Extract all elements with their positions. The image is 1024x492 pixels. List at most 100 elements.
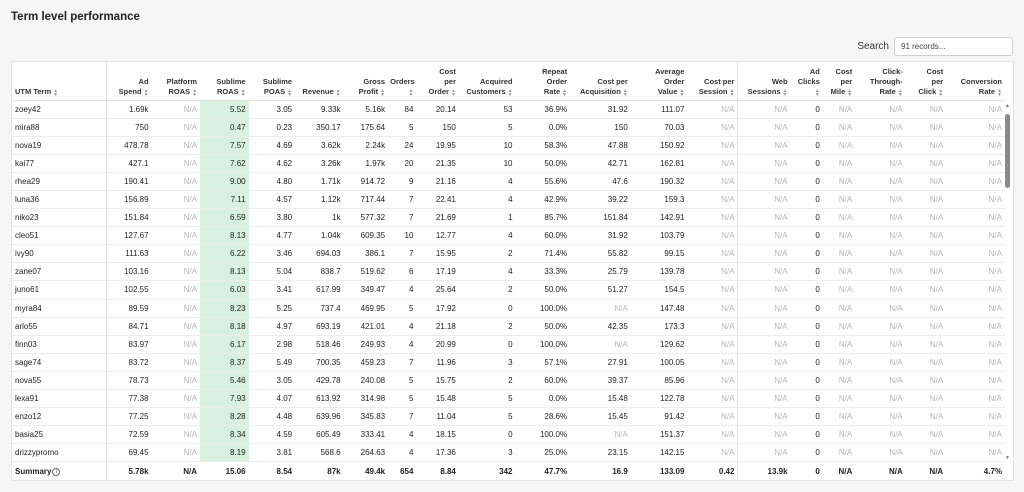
table-cell: 91.42: [630, 407, 688, 427]
search-input[interactable]: [894, 37, 1013, 56]
sort-arrows-icon[interactable]: ▲ ▼: [53, 87, 59, 98]
column-header[interactable]: Cost per Mile ▲ ▼: [822, 62, 856, 101]
column-header[interactable]: Ad Spend ▲ ▼: [105, 62, 152, 101]
table-cell: 609.35: [343, 226, 389, 246]
column-header[interactable]: Sublime POAS ▲ ▼: [248, 62, 296, 101]
table-cell: 349.47: [343, 280, 389, 300]
column-header[interactable]: Revenue ▲ ▼: [295, 62, 344, 101]
column-header[interactable]: Gross Profit ▲ ▼: [343, 62, 389, 101]
table-cell: 0: [458, 299, 516, 318]
table-row[interactable]: mira88 750 N/A 0.47 0.23 350.17 175.64 5 150 5 0.0…: [12, 118, 1005, 137]
table-row[interactable]: niko23 151.84 N/A 6.59 3.80 1k 577.32 7 21.69 1 85…: [12, 208, 1005, 228]
table-cell: N/A: [855, 335, 906, 354]
sort-arrows-icon[interactable]: ▲ ▼: [380, 87, 386, 98]
column-header[interactable]: Average Order Value ▲ ▼: [630, 62, 688, 101]
table-row[interactable]: arlo55 84.71 N/A 8.18 4.97 693.19 421.01 4 21.18…: [12, 317, 1005, 336]
table-cell: 0: [790, 317, 823, 336]
table-cell: N/A: [946, 280, 1005, 300]
sort-arrows-icon[interactable]: ▲ ▼: [679, 87, 685, 98]
table-row[interactable]: zoey42 1.69k N/A 5.52 3.05 9.33k 5.16k 84 20.14 5…: [12, 100, 1005, 119]
column-header[interactable]: Repeat Order Rate ▲ ▼: [515, 62, 571, 101]
column-header[interactable]: Orders▲ ▼: [388, 62, 417, 101]
table-row[interactable]: juno61 102.55 N/A 6.03 3.41 617.99 349.47 4 25.6…: [12, 280, 1005, 300]
table-row[interactable]: sage74 83.72 N/A 8.37 5.49 700.35 459.23 7 11.96…: [12, 353, 1005, 372]
sort-arrows-icon[interactable]: ▲ ▼: [192, 87, 198, 98]
table-cell: N/A: [151, 118, 201, 137]
table-cell: 1.04k: [295, 226, 344, 246]
table-cell: 122.78: [630, 389, 688, 409]
sort-arrows-icon[interactable]: ▲ ▼: [814, 87, 820, 98]
table-cell: N/A: [855, 190, 906, 210]
table-cell: N/A: [687, 335, 738, 354]
table-row[interactable]: lexa91 77.38 N/A 7.93 4.07 613.92 314.98 5 15.48…: [12, 389, 1005, 409]
sort-arrows-icon[interactable]: ▲ ▼: [782, 87, 788, 98]
table-row[interactable]: drizzypromo 69.45 N/A 8.19 3.81 568.6 264.63 4 1…: [12, 443, 1005, 463]
table-cell: N/A: [687, 100, 738, 119]
table-cell: N/A: [946, 172, 1005, 191]
column-header[interactable]: Sublime ROAS ▲ ▼: [200, 62, 249, 101]
table-row[interactable]: ivy90 111.63 N/A 6.22 3.46 694.03 386.1 7 15.95 2…: [12, 244, 1005, 264]
table-row[interactable]: zane07 103.16 N/A 8.13 5.04 838.7 519.62 6 17.19…: [12, 262, 1005, 282]
sort-arrows-icon[interactable]: ▲ ▼: [562, 87, 568, 98]
table-cell: N/A: [855, 407, 906, 427]
sort-arrows-icon[interactable]: ▲ ▼: [143, 87, 149, 98]
scrollbar-thumb[interactable]: [1005, 114, 1010, 188]
table-row[interactable]: nova19 478.78 N/A 7.57 4.69 3.62k 2.24k 24 19.95…: [12, 136, 1005, 155]
table-cell: 0: [790, 407, 823, 427]
table-cell: 31.92: [570, 100, 631, 119]
table-row[interactable]: myra84 89.59 N/A 8.23 5.25 737.4 469.95 5 17.92 0…: [12, 299, 1005, 318]
scroll-up-icon[interactable]: ▲: [1005, 103, 1010, 109]
table-row[interactable]: enzo12 77.25 N/A 8.28 4.48 639.96 345.83 7 11.04…: [12, 407, 1005, 427]
column-header[interactable]: Cost per Click ▲ ▼: [905, 62, 947, 101]
column-header[interactable]: Web Sessions ▲ ▼: [737, 62, 791, 101]
vertical-scrollbar[interactable]: ▲ ▼: [1003, 101, 1013, 461]
column-header[interactable]: Acquired Customers ▲ ▼: [458, 62, 516, 101]
table-cell: N/A: [946, 389, 1005, 409]
sort-arrows-icon[interactable]: ▲ ▼: [847, 87, 853, 98]
table-cell: N/A: [855, 208, 906, 228]
sort-arrows-icon[interactable]: ▲ ▼: [335, 87, 341, 98]
table-cell: 58.3%: [515, 136, 571, 155]
table-row[interactable]: luna36 156.89 N/A 7.11 4.57 1.12k 717.44 7 22.41…: [12, 190, 1005, 210]
column-header-label: Cost per: [704, 76, 735, 86]
sort-arrows-icon[interactable]: ▲ ▼: [240, 87, 246, 98]
table-row[interactable]: nova55 78.73 N/A 5.46 3.05 429.78 240.08 5 15.75…: [12, 371, 1005, 391]
table-row[interactable]: cleo51 127.67 N/A 8.13 4.77 1.04k 609.35 10 12.7…: [12, 226, 1005, 246]
column-header[interactable]: Click- Through- Rate ▲ ▼: [855, 62, 906, 101]
sort-arrows-icon[interactable]: ▲ ▼: [938, 87, 944, 98]
sort-arrows-icon[interactable]: ▲ ▼: [287, 87, 293, 98]
table-cell: 72.59: [105, 425, 152, 445]
column-header[interactable]: Cost per Session ▲ ▼: [687, 62, 738, 101]
table-cell: N/A: [822, 190, 856, 210]
sort-arrows-icon[interactable]: ▲ ▼: [729, 87, 735, 98]
scroll-down-icon[interactable]: ▼: [1005, 455, 1010, 461]
column-header[interactable]: Cost per Acquisition ▲ ▼: [570, 62, 631, 101]
table-cell: N/A: [855, 353, 906, 372]
table-cell: 386.1: [343, 244, 389, 264]
table-row[interactable]: finn03 83.97 N/A 6.17 2.98 518.46 249.93 4 20.99…: [12, 335, 1005, 354]
table-row[interactable]: rhea29 190.41 N/A 9.00 4.80 1.71k 914.72 9 21.16…: [12, 172, 1005, 191]
column-header[interactable]: Cost per Order ▲ ▼: [416, 62, 459, 101]
sort-arrows-icon[interactable]: ▲ ▼: [450, 87, 456, 98]
table-cell: 7: [388, 190, 417, 210]
table-cell: 15.48: [416, 389, 459, 409]
table-cell: 20.14: [416, 100, 459, 119]
table-cell: arlo55: [12, 317, 107, 336]
column-header[interactable]: Platform ROAS ▲ ▼: [151, 62, 201, 101]
table-cell: 151.37: [630, 425, 688, 445]
table-cell: 77.25: [105, 407, 152, 427]
sort-arrows-icon[interactable]: ▲ ▼: [622, 87, 628, 98]
sort-arrows-icon[interactable]: ▲ ▼: [507, 87, 513, 98]
table-cell: N/A: [855, 244, 906, 264]
table-row[interactable]: basia25 72.59 N/A 8.34 4.59 605.49 333.41 4 18.1…: [12, 425, 1005, 445]
column-header[interactable]: UTM Term ▲ ▼: [12, 62, 107, 101]
sort-arrows-icon[interactable]: ▲ ▼: [997, 87, 1002, 98]
table-cell: N/A: [855, 371, 906, 391]
table-cell: 8.23: [200, 299, 249, 318]
info-icon[interactable]: i: [52, 467, 61, 476]
column-header[interactable]: Conversion Rate ▲ ▼: [946, 62, 1005, 101]
column-header[interactable]: Ad Clicks▲ ▼: [790, 62, 823, 101]
sort-arrows-icon[interactable]: ▲ ▼: [408, 87, 414, 98]
sort-arrows-icon[interactable]: ▲ ▼: [897, 87, 903, 98]
table-row[interactable]: kai77 427.1 N/A 7.62 4.62 3.26k 1.97k 20 21.35 10…: [12, 154, 1005, 173]
